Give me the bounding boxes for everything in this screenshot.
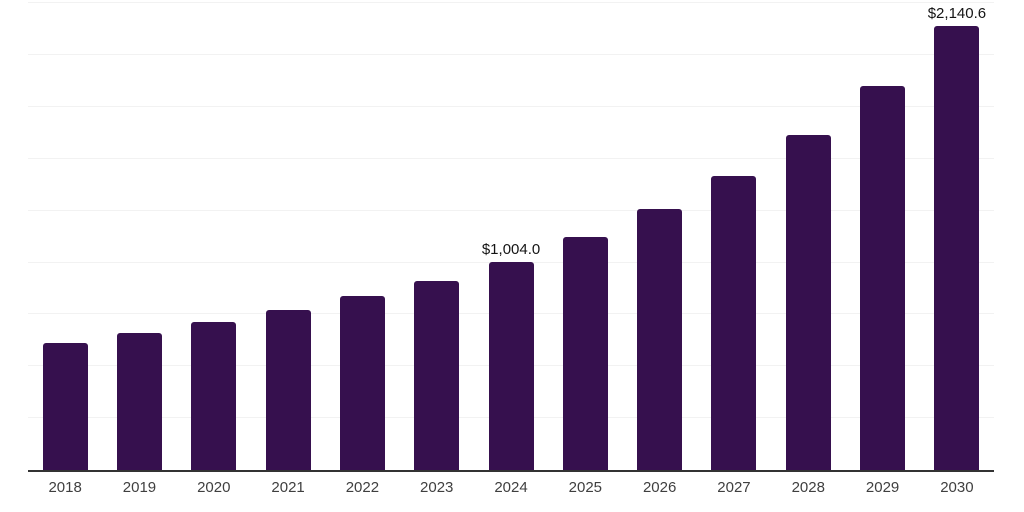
bar-2027[interactable] [711,175,757,470]
x-tick-2019: 2019 [122,479,157,496]
bars-layer: $1,004.0 $2,140.6 [28,0,994,470]
data-label-2030: $2,140.6 [927,4,987,22]
gridline-2250 [28,2,994,4]
plot-area: $1,004.0 $2,140.6 [28,0,994,472]
bar-2018[interactable] [42,343,88,470]
bar-2022[interactable] [339,295,385,470]
bar-slot-2025 [548,0,622,470]
bar-slot-2022 [325,0,399,470]
gridline-1750 [28,105,994,107]
bar-2029[interactable] [860,85,906,470]
bar-2030[interactable]: $2,140.6 [928,5,986,470]
bar-2021[interactable] [265,310,311,470]
bar-2024[interactable]: $1,004.0 [482,241,540,470]
x-axis: 2018 2019 2020 2021 2022 2023 2024 2025 2026 2027… [28,480,994,495]
bar-slot-2026 [623,0,697,470]
bar-2023[interactable] [414,280,460,470]
x-tick-2027: 2027 [717,479,751,496]
x-tick-2020: 2020 [197,479,231,496]
bar-slot-2030: $2,140.6 [920,0,994,470]
data-label-2024: $1,004.0 [481,240,541,258]
x-tick-2024: 2024 [494,479,528,496]
x-tick-2028: 2028 [791,479,825,496]
bar-2025[interactable] [562,236,608,470]
gridline-1500 [28,157,994,159]
x-tick-2021: 2021 [271,479,305,496]
x-tick-2025: 2025 [568,479,603,496]
x-tick-2026: 2026 [642,479,677,496]
bar-slot-2028 [771,0,845,470]
x-tick-2023: 2023 [420,479,454,496]
gridline-1250 [28,209,994,211]
bar-slot-2020 [177,0,251,470]
bar-slot-2024: $1,004.0 [474,0,548,470]
bar-2026[interactable] [637,208,683,470]
bar-slot-2023 [400,0,474,470]
bar-slot-2018 [28,0,102,470]
x-tick-2022: 2022 [345,479,380,496]
bar-2019[interactable] [116,332,162,470]
bar-slot-2021 [251,0,325,470]
bar-slot-2029 [845,0,919,470]
bar-2028[interactable] [785,135,831,470]
bar-2020[interactable] [191,321,237,470]
bar-slot-2019 [102,0,176,470]
gridline-2000 [28,54,994,55]
x-tick-2029: 2029 [865,479,900,496]
x-tick-2018: 2018 [48,479,82,496]
bar-slot-2027 [697,0,771,470]
x-tick-2030: 2030 [940,479,974,496]
